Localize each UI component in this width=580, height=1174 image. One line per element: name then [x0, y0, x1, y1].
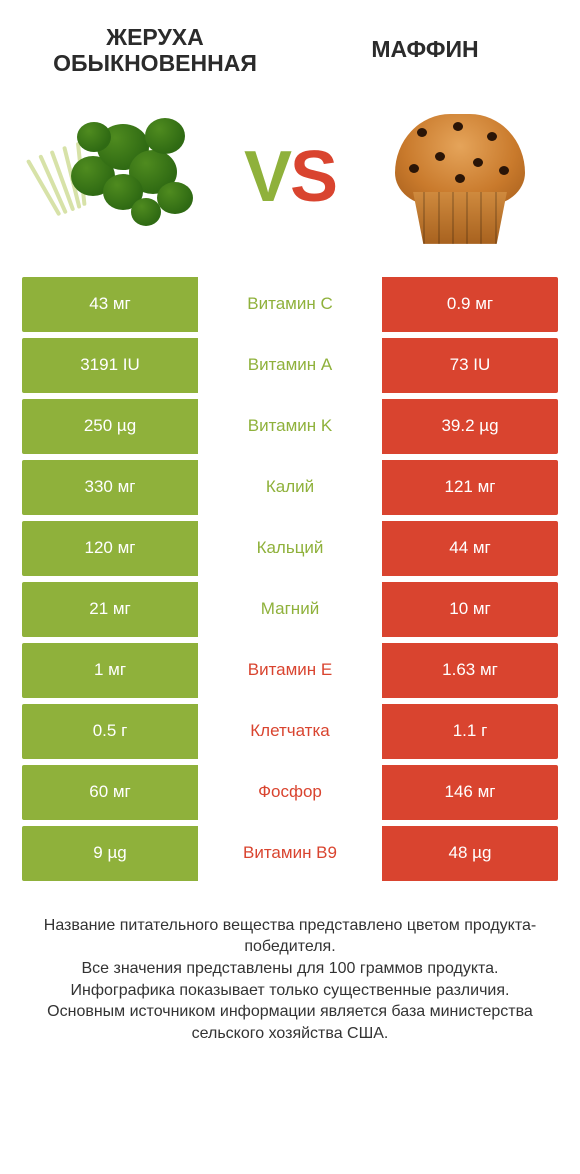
- watercress-icon: [35, 102, 205, 252]
- left-value-cell: 1 мг: [22, 643, 198, 698]
- footer-line: Все значения представлены для 100 граммо…: [24, 958, 556, 980]
- left-value-cell: 330 мг: [22, 460, 198, 515]
- right-value-cell: 10 мг: [382, 582, 558, 637]
- right-food-title: МАФФИН: [290, 24, 540, 77]
- vs-v: V: [244, 137, 290, 217]
- nutrient-name-cell: Кальций: [198, 521, 382, 576]
- nutrient-name-cell: Фосфор: [198, 765, 382, 820]
- footer-line: Инфографика показывает только существенн…: [24, 980, 556, 1002]
- left-value-cell: 21 мг: [22, 582, 198, 637]
- table-row: 21 мгМагний10 мг: [22, 582, 558, 637]
- nutrient-name-cell: Витамин E: [198, 643, 382, 698]
- right-food-image: [370, 97, 550, 257]
- right-value-cell: 73 IU: [382, 338, 558, 393]
- header-titles: ЖЕРУХА ОБЫКНОВЕННАЯ МАФФИН: [0, 0, 580, 87]
- table-row: 330 мгКалий121 мг: [22, 460, 558, 515]
- table-row: 43 мгВитамин C0.9 мг: [22, 277, 558, 332]
- vs-label: VS: [244, 141, 336, 213]
- nutrient-name-cell: Витамин K: [198, 399, 382, 454]
- right-value-cell: 1.63 мг: [382, 643, 558, 698]
- nutrient-name-cell: Магний: [198, 582, 382, 637]
- nutrient-name-cell: Витамин B9: [198, 826, 382, 881]
- table-row: 60 мгФосфор146 мг: [22, 765, 558, 820]
- right-value-cell: 1.1 г: [382, 704, 558, 759]
- left-food-image: [30, 97, 210, 257]
- left-food-title: ЖЕРУХА ОБЫКНОВЕННАЯ: [40, 24, 290, 77]
- nutrient-name-cell: Витамин C: [198, 277, 382, 332]
- footer-line: Название питательного вещества представл…: [24, 915, 556, 958]
- left-value-cell: 43 мг: [22, 277, 198, 332]
- left-value-cell: 120 мг: [22, 521, 198, 576]
- table-row: 120 мгКальций44 мг: [22, 521, 558, 576]
- hero-row: VS: [0, 87, 580, 277]
- right-value-cell: 146 мг: [382, 765, 558, 820]
- left-value-cell: 0.5 г: [22, 704, 198, 759]
- nutrient-name-cell: Клетчатка: [198, 704, 382, 759]
- left-value-cell: 9 µg: [22, 826, 198, 881]
- vs-s: S: [290, 137, 336, 217]
- table-row: 0.5 гКлетчатка1.1 г: [22, 704, 558, 759]
- left-value-cell: 60 мг: [22, 765, 198, 820]
- right-value-cell: 44 мг: [382, 521, 558, 576]
- footer-line: Основным источником информации является …: [24, 1001, 556, 1044]
- muffin-icon: [385, 102, 535, 252]
- table-row: 3191 IUВитамин A73 IU: [22, 338, 558, 393]
- left-value-cell: 250 µg: [22, 399, 198, 454]
- right-value-cell: 121 мг: [382, 460, 558, 515]
- right-value-cell: 0.9 мг: [382, 277, 558, 332]
- right-value-cell: 39.2 µg: [382, 399, 558, 454]
- nutrient-name-cell: Витамин A: [198, 338, 382, 393]
- footer-notes: Название питательного вещества представл…: [0, 887, 580, 1045]
- right-value-cell: 48 µg: [382, 826, 558, 881]
- table-row: 9 µgВитамин B948 µg: [22, 826, 558, 881]
- nutrient-comparison-table: 43 мгВитамин C0.9 мг 3191 IUВитамин A73 I…: [0, 277, 580, 881]
- table-row: 1 мгВитамин E1.63 мг: [22, 643, 558, 698]
- table-row: 250 µgВитамин K39.2 µg: [22, 399, 558, 454]
- nutrient-name-cell: Калий: [198, 460, 382, 515]
- left-value-cell: 3191 IU: [22, 338, 198, 393]
